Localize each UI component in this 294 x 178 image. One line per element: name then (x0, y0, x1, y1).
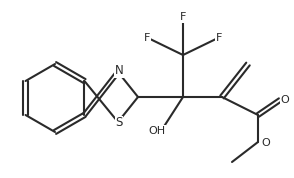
Text: F: F (216, 33, 222, 43)
Text: F: F (180, 12, 186, 22)
Text: OH: OH (148, 126, 166, 136)
Text: O: O (262, 138, 270, 148)
Text: S: S (115, 116, 123, 130)
Text: O: O (281, 95, 289, 105)
Text: F: F (144, 33, 150, 43)
Text: N: N (115, 64, 123, 77)
